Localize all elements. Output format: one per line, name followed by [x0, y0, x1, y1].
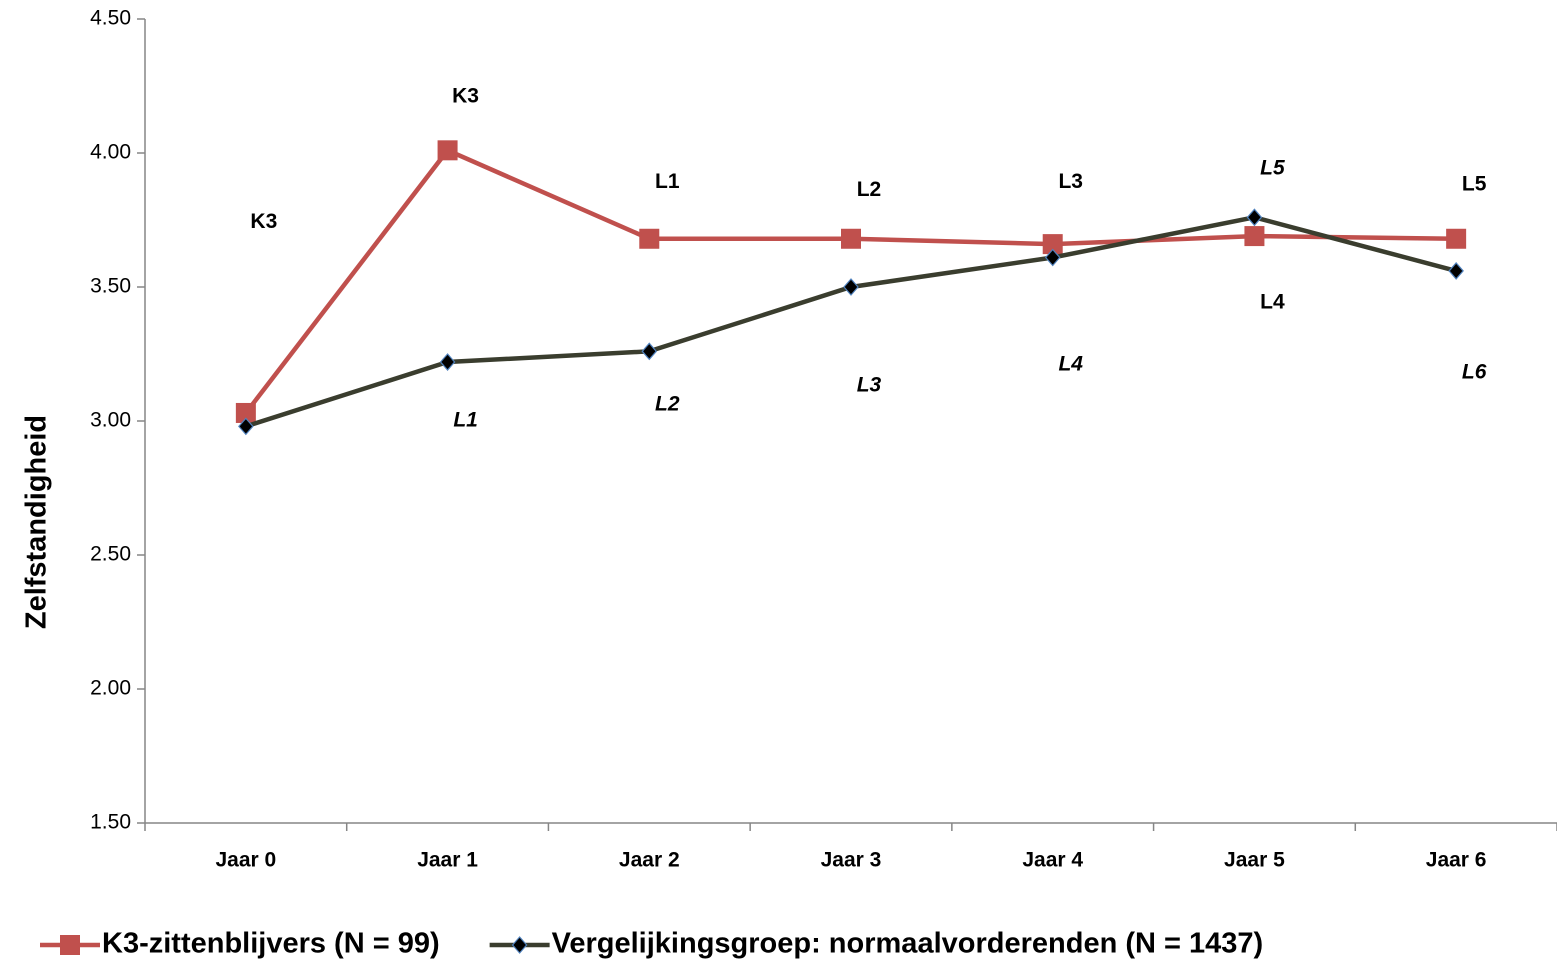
y-axis-label: Zelfstandigheid [21, 415, 53, 629]
marker [1246, 208, 1263, 227]
annotation: L4 [1260, 291, 1285, 314]
y-tick-label: 3.50 [90, 275, 131, 298]
marker [841, 228, 861, 249]
x-tick-label: Jaar 2 [619, 849, 680, 872]
y-tick-label: 2.50 [90, 543, 131, 566]
annotation: L5 [1260, 157, 1285, 180]
marker [1244, 226, 1265, 247]
annotation: L1 [453, 409, 478, 432]
annotation: L6 [1462, 360, 1487, 383]
y-tick-label: 2.00 [90, 677, 131, 700]
annotation: L5 [1462, 173, 1487, 196]
x-tick-label: Jaar 5 [1224, 849, 1285, 872]
annotation: K3 [250, 210, 277, 233]
annotation: L2 [655, 392, 680, 415]
marker [238, 417, 254, 436]
annotation: L2 [857, 178, 882, 201]
x-tick-label: Jaar 1 [417, 849, 478, 872]
marker [1446, 228, 1467, 249]
marker [641, 342, 658, 361]
legend-label: Vergelijkingsgroep: normaalvorderenden (… [552, 928, 1264, 960]
annotation: K3 [452, 84, 479, 107]
marker [235, 402, 256, 423]
marker [60, 935, 80, 955]
marker [1448, 262, 1464, 280]
x-tick-label: Jaar 6 [1426, 849, 1487, 872]
annotation: L4 [1058, 352, 1083, 375]
x-tick-label: Jaar 4 [1022, 849, 1083, 872]
x-tick-label: Jaar 0 [215, 849, 276, 872]
marker [439, 353, 456, 371]
marker [843, 278, 859, 296]
y-tick-label: 1.50 [90, 811, 131, 834]
legend-label: K3-zittenblijvers (N = 99) [102, 928, 440, 960]
marker [1044, 248, 1061, 267]
y-tick-label: 4.00 [90, 141, 131, 164]
marker [511, 936, 528, 954]
annotation: L3 [857, 374, 882, 397]
marker [639, 228, 660, 249]
y-tick-label: 3.00 [90, 409, 131, 432]
annotation: L3 [1058, 170, 1083, 193]
x-tick-label: Jaar 3 [821, 849, 882, 872]
annotation: L1 [655, 170, 680, 193]
marker [437, 140, 458, 161]
y-tick-label: 4.50 [90, 7, 131, 30]
marker [1042, 234, 1063, 255]
